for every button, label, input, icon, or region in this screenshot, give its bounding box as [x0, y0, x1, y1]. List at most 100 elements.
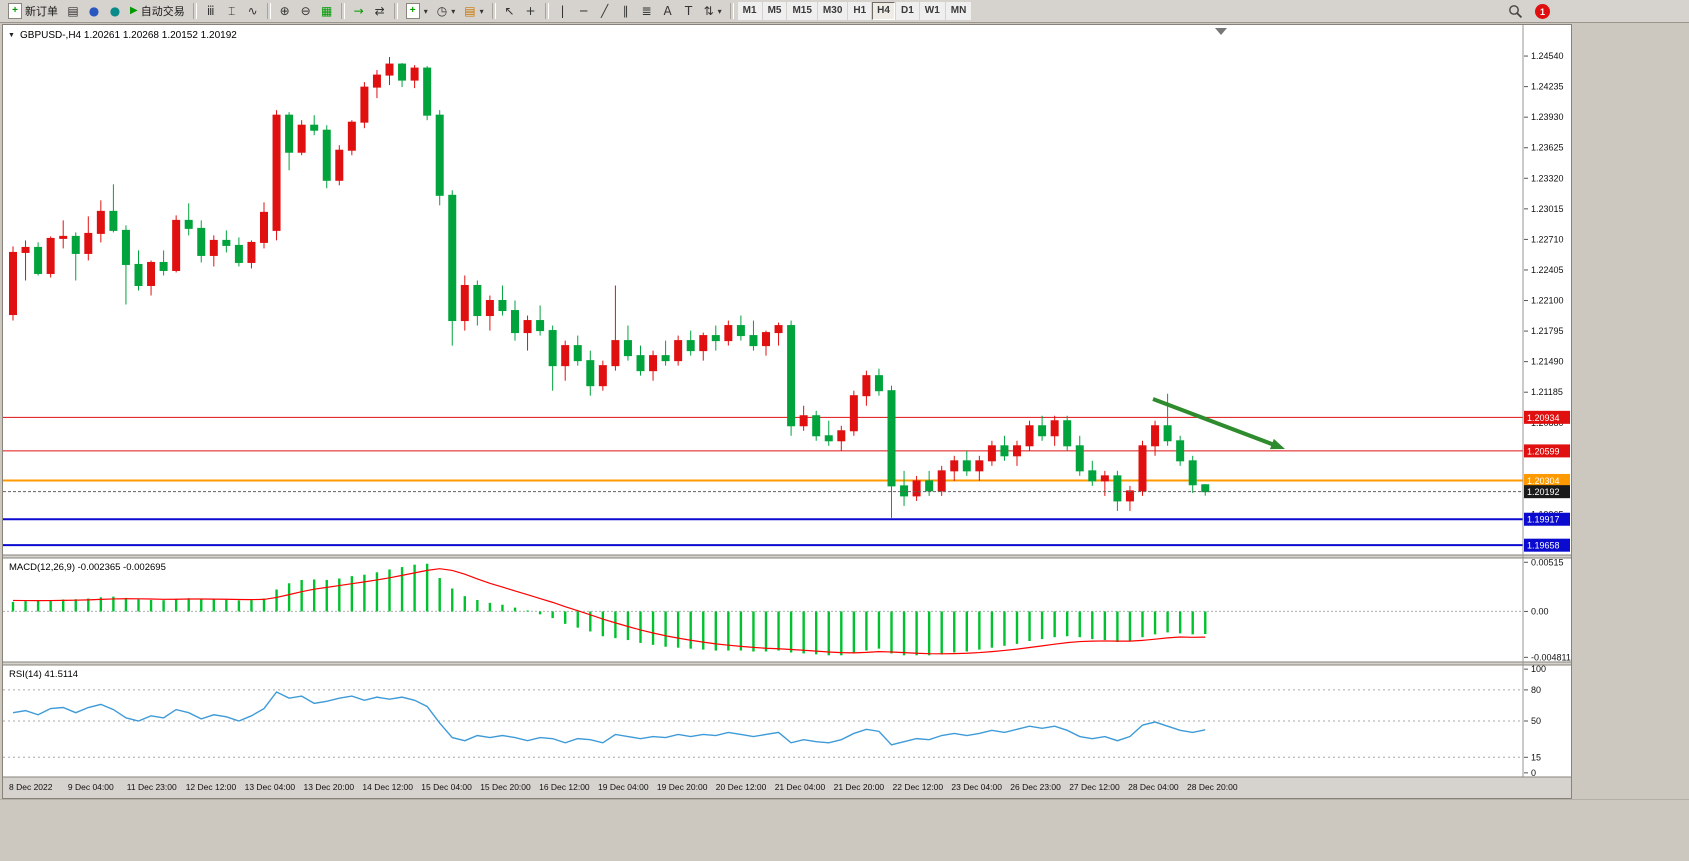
- chart-canvas[interactable]: 1.24540 1.24235 1.23930 1.23625 1.23320 1.230…: [3, 25, 1571, 798]
- macd-histogram-bar: [702, 611, 705, 650]
- macd-histogram-bar: [777, 611, 780, 651]
- timeframe-button-M15[interactable]: M15: [787, 2, 817, 20]
- tile-windows-button[interactable]: ▦: [317, 2, 337, 21]
- macd-histogram-bar: [1078, 611, 1081, 638]
- candle-body: [1050, 420, 1059, 437]
- search-button[interactable]: [1508, 4, 1523, 19]
- candle-body: [247, 241, 256, 263]
- macd-histogram-bar: [953, 611, 956, 653]
- candle-body: [1075, 445, 1084, 472]
- channel-button[interactable]: ∥: [616, 2, 636, 21]
- search-icon: [1509, 5, 1523, 19]
- timeframe-button-H4[interactable]: H4: [872, 2, 895, 20]
- macd-histogram-bar: [463, 596, 466, 612]
- candle: [1125, 485, 1134, 511]
- time-axis-label: 19 Dec 04:00: [598, 782, 649, 792]
- candlestick-series: [9, 57, 1210, 518]
- line-chart-button[interactable]: ∿: [243, 2, 263, 21]
- chart-shift-marker[interactable]: [1215, 28, 1227, 35]
- candle: [987, 440, 996, 466]
- time-axis-label: 19 Dec 20:00: [657, 782, 708, 792]
- new-order-button[interactable]: + 新订单: [4, 2, 62, 21]
- time-axis-label: 22 Dec 12:00: [893, 782, 944, 792]
- news-button[interactable]: ●: [105, 2, 125, 21]
- zoom-in-button[interactable]: ⊕: [275, 2, 295, 21]
- community-button[interactable]: ●: [84, 2, 104, 21]
- timeframe-button-M30[interactable]: M30: [817, 2, 848, 20]
- templates-button[interactable]: ▤ ▾: [460, 2, 487, 21]
- candle: [799, 405, 808, 431]
- periods-button[interactable]: ◷ ▾: [433, 2, 460, 21]
- horizontal-line-button[interactable]: ─: [574, 2, 594, 21]
- autotrading-label: 自动交易: [140, 6, 185, 18]
- panel-splitter[interactable]: [3, 555, 1571, 558]
- cursor-button[interactable]: ↖: [500, 2, 520, 21]
- candlestick-chart-button[interactable]: ⌶: [222, 2, 242, 21]
- timeframe-button-W1[interactable]: W1: [919, 2, 945, 20]
- timeframe-button-D1[interactable]: D1: [895, 2, 919, 20]
- candle: [285, 112, 294, 171]
- candle-body: [812, 415, 821, 437]
- bar-chart-button[interactable]: ⅲ: [201, 2, 221, 21]
- chart-shift-button[interactable]: ⇄: [370, 2, 390, 21]
- timeframe-button-M5[interactable]: M5: [762, 2, 787, 20]
- notification-badge[interactable]: 1: [1535, 4, 1550, 19]
- candle: [460, 275, 469, 331]
- trendline-button[interactable]: ╱: [595, 2, 615, 21]
- toolbar-separator: [393, 3, 398, 19]
- autotrading-button[interactable]: ▶ 自动交易: [126, 2, 189, 21]
- candle-body: [674, 340, 683, 362]
- candle-body: [347, 121, 356, 151]
- price-tick-label: 1.22710: [1531, 234, 1564, 244]
- macd-histogram-bar: [149, 599, 153, 612]
- rsi-label: RSI(14) 41.5114: [9, 669, 78, 680]
- time-axis[interactable]: 8 Dec 2022 9 Dec 04:00 11 Dec 23:00 12 Dec …: [3, 776, 1571, 798]
- candle: [1050, 415, 1059, 446]
- trend-annotation-arrow[interactable]: [1152, 397, 1285, 450]
- candle-body: [435, 114, 444, 196]
- chart-header: ▼ GBPUSD-,H4 1.20261 1.20268 1.20152 1.20…: [8, 30, 237, 41]
- news-icon: ●: [109, 4, 121, 18]
- timeframe-button-H1[interactable]: H1: [848, 2, 872, 20]
- timeframe-button-M1[interactable]: M1: [737, 2, 762, 20]
- time-axis-label: 21 Dec 04:00: [775, 782, 826, 792]
- macd-histogram-bar: [200, 599, 203, 612]
- macd-axis-label: 0.00: [1531, 606, 1549, 616]
- macd-histogram-bar: [915, 611, 918, 656]
- macd-histogram-bar: [865, 611, 868, 651]
- macd-histogram-bar: [112, 596, 115, 612]
- candle: [1176, 435, 1185, 466]
- auto-scroll-button[interactable]: →: [349, 2, 369, 21]
- candle-body: [1063, 420, 1072, 447]
- new-chart-button[interactable]: + ▾: [402, 2, 432, 21]
- text-label-button[interactable]: T: [679, 2, 699, 21]
- candle-body: [774, 325, 783, 334]
- candle: [962, 450, 971, 476]
- charts-window-button[interactable]: ▤: [63, 2, 83, 21]
- crosshair-button[interactable]: +: [521, 2, 541, 21]
- candle-body: [360, 86, 369, 123]
- price-tick-label: 1.23320: [1531, 173, 1564, 183]
- panel-splitter[interactable]: [3, 662, 1571, 665]
- arrows-button[interactable]: ⇅ ▾: [700, 2, 726, 21]
- candle: [975, 455, 984, 481]
- timeframe-button-MN[interactable]: MN: [945, 2, 972, 20]
- fibonacci-button[interactable]: ≣: [637, 2, 657, 21]
- macd-histogram-bar: [162, 600, 165, 612]
- rsi-axis-label: 50: [1531, 716, 1541, 726]
- vertical-line-button[interactable]: |: [553, 2, 573, 21]
- toolbar-separator: [491, 3, 496, 19]
- candle: [812, 410, 821, 441]
- macd-histogram-bar: [49, 600, 52, 612]
- macd-histogram-bar: [11, 601, 15, 612]
- candle-body: [147, 261, 156, 286]
- candle-body: [310, 124, 319, 131]
- candle-body: [950, 460, 959, 472]
- one-click-toggle[interactable]: ▼: [8, 32, 15, 39]
- time-axis-label: 21 Dec 20:00: [834, 782, 885, 792]
- candle-body: [71, 235, 80, 254]
- time-axis-label: 8 Dec 2022: [9, 782, 53, 792]
- text-button[interactable]: A: [658, 2, 678, 21]
- candle: [636, 345, 645, 376]
- zoom-out-button[interactable]: ⊖: [296, 2, 316, 21]
